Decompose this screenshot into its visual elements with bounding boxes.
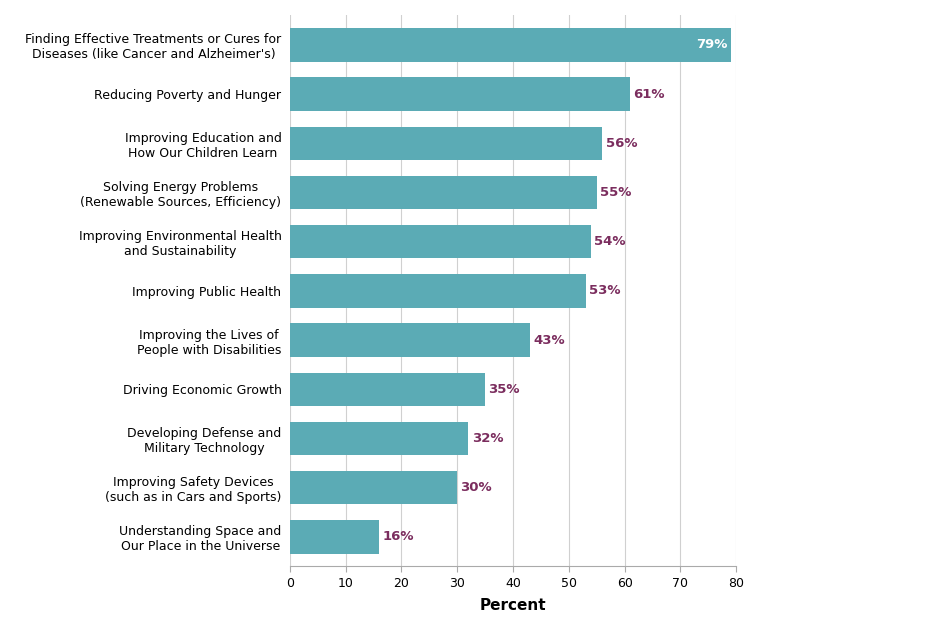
Text: 54%: 54% (595, 235, 626, 248)
Bar (290, 127, 602, 160)
Bar (290, 520, 379, 553)
Text: 55%: 55% (600, 186, 632, 199)
Bar (290, 323, 530, 357)
Text: 61%: 61% (634, 88, 665, 101)
Text: 79%: 79% (696, 38, 728, 51)
Bar (290, 28, 731, 62)
Bar (290, 225, 591, 259)
Text: 30%: 30% (461, 481, 492, 494)
Text: 16%: 16% (383, 530, 414, 543)
Bar (290, 422, 468, 455)
Text: 53%: 53% (589, 284, 620, 298)
Bar (290, 471, 457, 504)
Bar (290, 373, 485, 406)
Text: 43%: 43% (533, 334, 564, 347)
Bar (290, 176, 597, 209)
Bar (290, 274, 585, 308)
Text: 56%: 56% (606, 137, 637, 150)
Text: 32%: 32% (472, 432, 504, 445)
Bar (290, 77, 630, 111)
Text: 35%: 35% (488, 383, 520, 396)
X-axis label: Percent: Percent (480, 598, 546, 613)
